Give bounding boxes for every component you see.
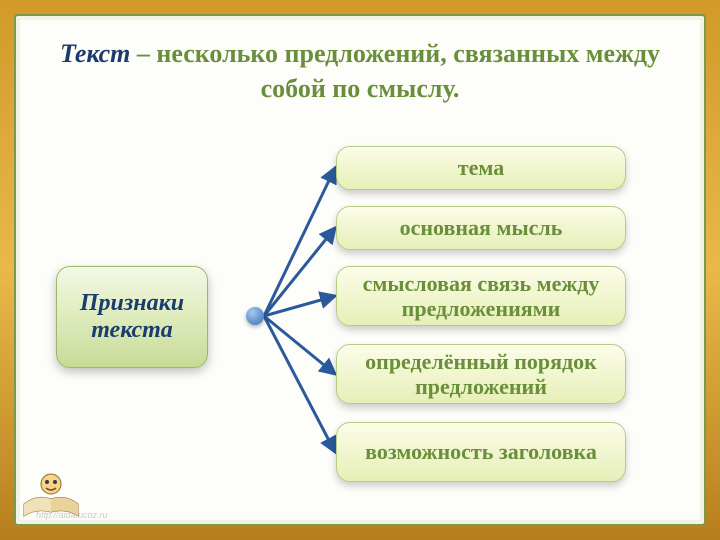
branch-label-4: возможность заголовка	[365, 439, 597, 464]
heading-sep: –	[130, 39, 156, 68]
branch-box-4: возможность заголовка	[336, 422, 626, 482]
arrow-2	[264, 296, 335, 316]
branch-label-0: тема	[458, 155, 504, 180]
branch-label-3: определённый порядок предложений	[347, 349, 615, 400]
watermark: http://aida.ucoz.ru	[36, 510, 108, 520]
arrow-0	[264, 168, 335, 316]
hub-dot	[246, 307, 264, 325]
arrow-1	[264, 228, 335, 316]
heading-body: несколько предложений, связанных между с…	[156, 39, 660, 103]
branch-box-0: тема	[336, 146, 626, 190]
root-label: Признаки текста	[57, 290, 207, 344]
heading-term: Текст	[60, 39, 130, 68]
branch-label-2: смысловая связь между предложениями	[347, 271, 615, 322]
outer-frame: Текст – несколько предложений, связанных…	[0, 0, 720, 540]
branch-box-3: определённый порядок предложений	[336, 344, 626, 404]
arrow-3	[264, 316, 335, 374]
branch-box-2: смысловая связь между предложениями	[336, 266, 626, 326]
root-box: Признаки текста	[56, 266, 208, 368]
heading: Текст – несколько предложений, связанных…	[56, 36, 664, 106]
branch-label-1: основная мысль	[400, 215, 563, 240]
inner-frame: Текст – несколько предложений, связанных…	[14, 14, 706, 526]
arrow-4	[264, 316, 335, 452]
branch-box-1: основная мысль	[336, 206, 626, 250]
